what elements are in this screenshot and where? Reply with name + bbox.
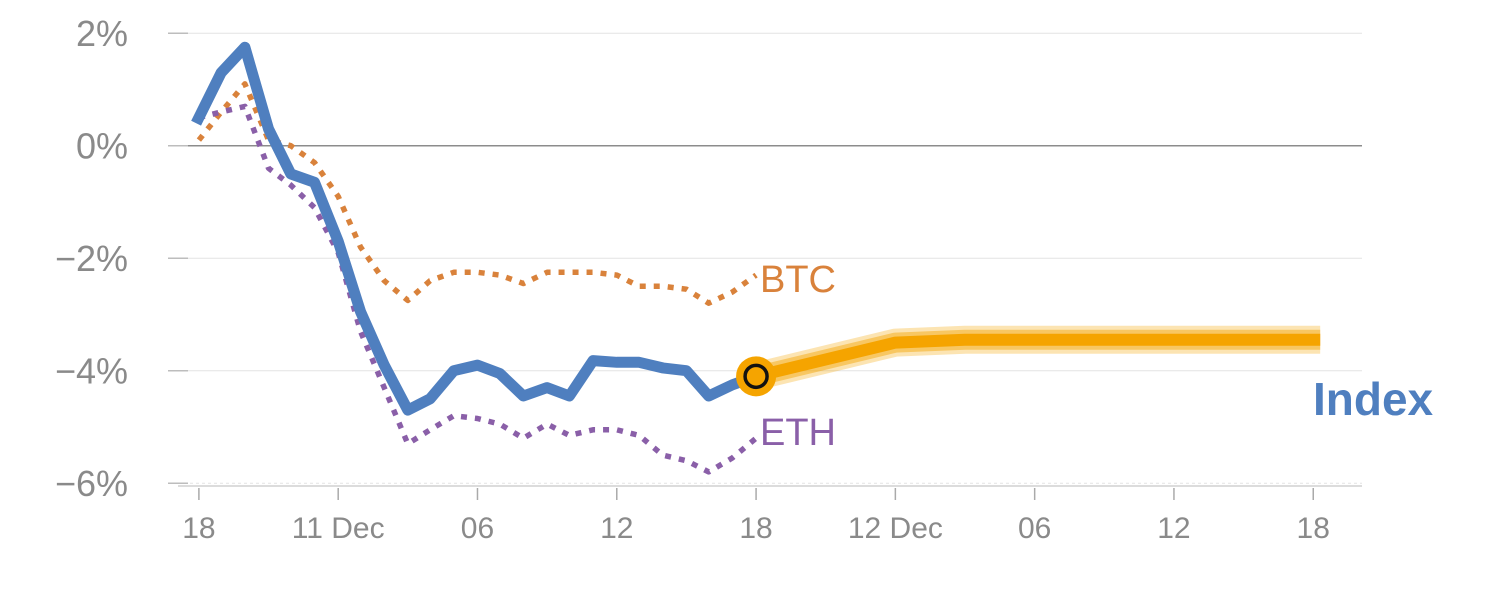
y-tick-label: −6% bbox=[55, 463, 128, 504]
series-layer bbox=[191, 41, 1321, 475]
x-tick-label: 18 bbox=[1297, 512, 1330, 545]
marker-layer bbox=[736, 356, 777, 397]
x-tick-label: 12 bbox=[1157, 512, 1190, 545]
x-tick-label: 06 bbox=[1018, 512, 1051, 545]
index-series-label: Index bbox=[1313, 373, 1434, 425]
y-tick-label: −2% bbox=[55, 238, 128, 279]
x-tick-label: 18 bbox=[739, 512, 772, 545]
eth-series-label: ETH bbox=[760, 412, 836, 454]
btc-line bbox=[196, 81, 758, 306]
x-tick-label: 12 bbox=[600, 512, 633, 545]
y-axis: 2% 0% −2% −4% −6% bbox=[55, 13, 128, 504]
y-tick-label: 2% bbox=[76, 13, 128, 54]
x-tick-label: 06 bbox=[461, 512, 494, 545]
y-tick-label: 0% bbox=[76, 126, 128, 167]
x-tick-label: 11 Dec bbox=[292, 512, 385, 545]
y-tick-label: −4% bbox=[55, 351, 128, 392]
index-forecast-line bbox=[754, 333, 1321, 383]
btc-series-label: BTC bbox=[760, 259, 836, 301]
x-axis: 18 11 Dec 06 12 18 12 Dec 06 12 18 bbox=[182, 488, 1330, 545]
current-marker-dot bbox=[743, 363, 769, 390]
index-line bbox=[191, 41, 758, 416]
x-tick-label: 12 Dec bbox=[848, 512, 943, 545]
eth-line bbox=[198, 103, 758, 475]
x-tick-label: 18 bbox=[182, 512, 215, 545]
